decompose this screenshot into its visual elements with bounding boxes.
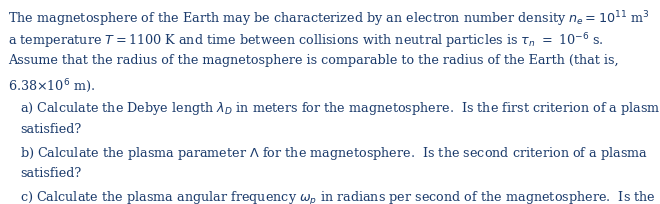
Text: a temperature $T$$=$1100 K and time between collisions with neutral particles is: a temperature $T$$=$1100 K and time betw… [8,32,604,51]
Text: The magnetosphere of the Earth may be characterized by an electron number densit: The magnetosphere of the Earth may be ch… [8,9,649,29]
Text: b) Calculate the plasma parameter $\Lambda$ for the magnetosphere.  Is the secon: b) Calculate the plasma parameter $\Lamb… [20,144,648,161]
Text: 6.38$\times$10$^6$ m).: 6.38$\times$10$^6$ m). [8,76,95,94]
Text: c) Calculate the plasma angular frequency $\omega_p$ in radians per second of th: c) Calculate the plasma angular frequenc… [20,189,655,204]
Text: a) Calculate the Debye length $\lambda_D$ in meters for the magnetosphere.  Is t: a) Calculate the Debye length $\lambda_D… [20,100,660,117]
Text: Assume that the radius of the magnetosphere is comparable to the radius of the E: Assume that the radius of the magnetosph… [8,54,618,67]
Text: satisfied?: satisfied? [20,122,81,135]
Text: satisfied?: satisfied? [20,166,81,179]
